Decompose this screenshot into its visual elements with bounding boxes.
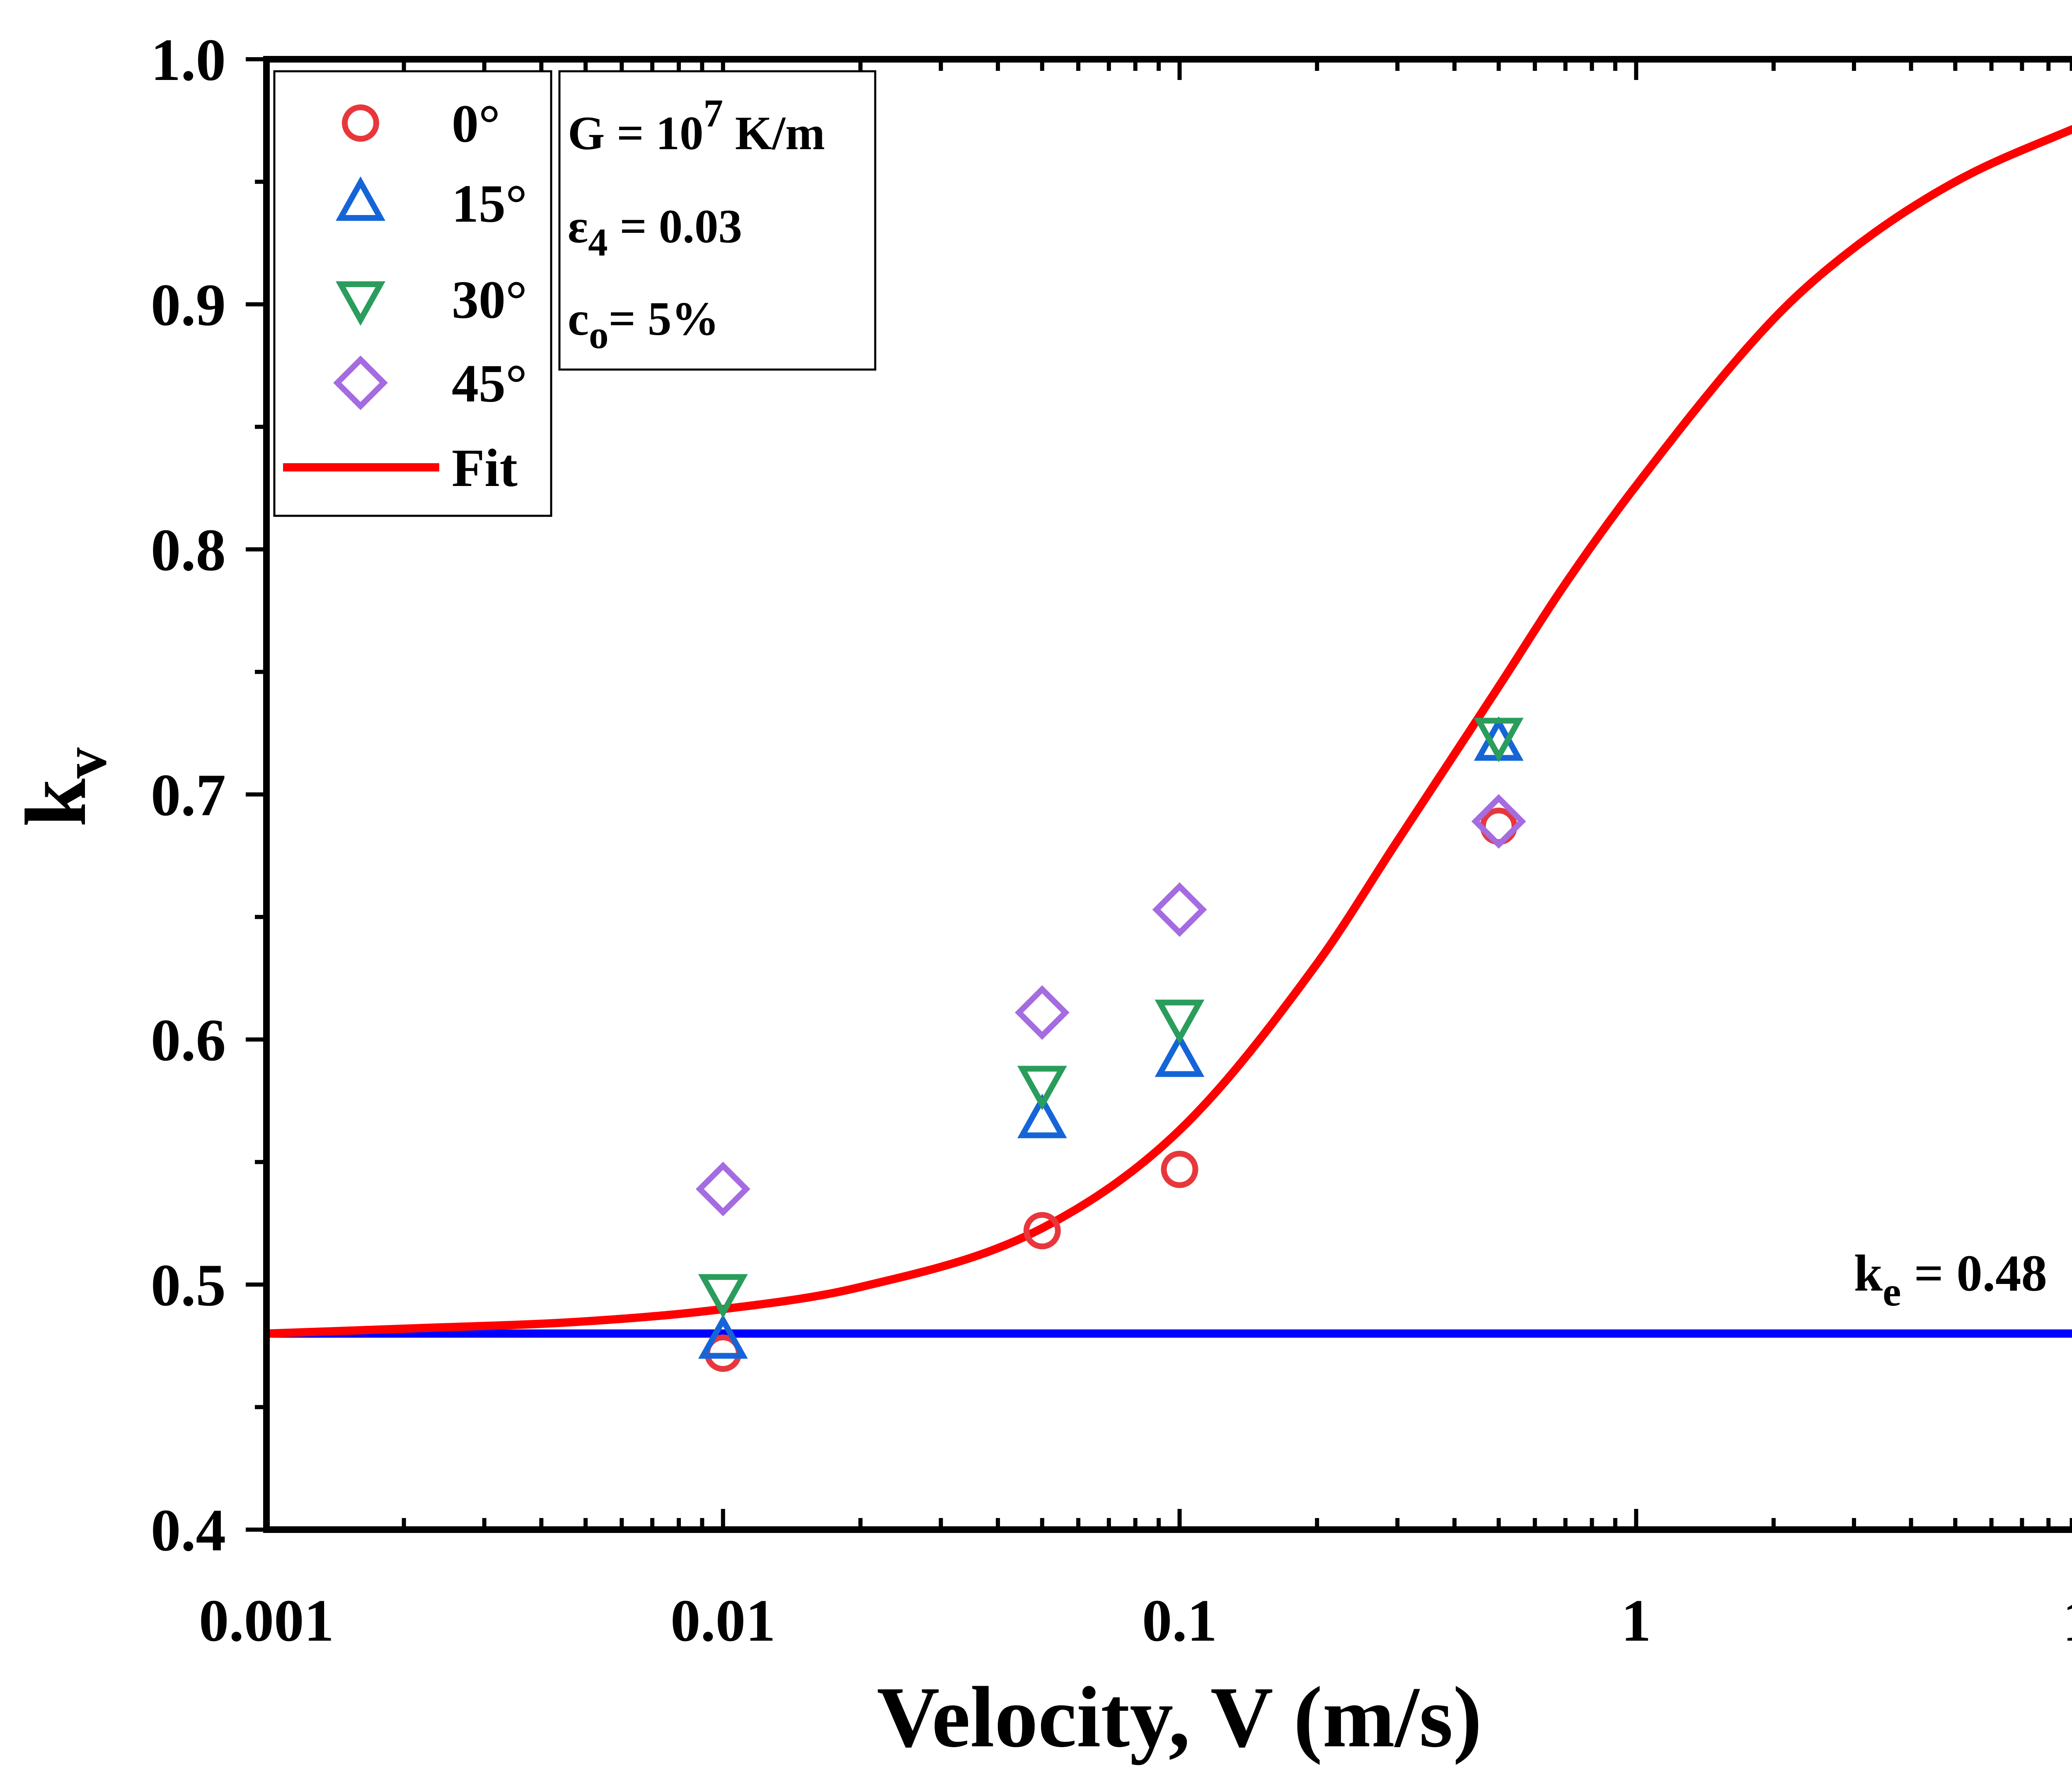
info-gradient-prefix: G = 10 (568, 107, 703, 160)
info-box: G = 107 K/m ε4 = 0.03 co= 5% (558, 70, 876, 371)
legend-label: 15° (452, 174, 527, 234)
info-gradient-exp: 7 (703, 91, 723, 135)
legend-marker-triangle-up (336, 176, 385, 221)
legend-marker-triangle-down (336, 281, 385, 326)
x-axis-title: Velocity, V (m/s) (877, 1669, 1482, 1765)
legend: 0° 15° 30° 45° Fit (273, 70, 552, 517)
data-point-circle (1161, 1151, 1198, 1188)
data-point-triangle-up (1017, 1093, 1067, 1139)
data-point-diamond (1471, 794, 1526, 849)
info-concentration: co= 5% (568, 293, 719, 357)
y-tick-label: 0.8 (151, 517, 226, 583)
legend-label: 30° (452, 270, 527, 330)
data-point-triangle-down (1474, 718, 1524, 762)
data-point-triangle-up (698, 1314, 748, 1359)
y-tick-label: 0.9 (151, 272, 226, 338)
info-anisotropy-rest: = 0.03 (608, 200, 742, 253)
data-point-diamond (695, 1161, 750, 1216)
y-tick-label: 1.0 (151, 27, 226, 93)
legend-label: Fit (452, 438, 518, 498)
ke-rest: = 0.48 (1901, 1245, 2047, 1302)
x-tick-label: 1 (1621, 1588, 1651, 1654)
info-concentration-sub: o (589, 313, 609, 357)
data-point-diamond (1152, 882, 1207, 937)
reference-line-label: ke = 0.48 (1854, 1245, 2047, 1315)
x-tick-label: 10 (2063, 1588, 2072, 1654)
fit-curve (266, 125, 2072, 1338)
legend-box (273, 70, 552, 517)
data-point-circle (1023, 1212, 1061, 1250)
y-tick-label: 0.6 (151, 1007, 226, 1073)
info-gradient-suffix: K/m (723, 107, 825, 160)
y-axis-title-main: k (8, 778, 104, 827)
y-tick-label: 0.4 (151, 1497, 226, 1564)
x-tick-label: 0.01 (670, 1588, 776, 1654)
plot-frame (263, 56, 2072, 1533)
legend-label: 0° (452, 94, 500, 154)
data-point-triangle-down (1155, 999, 1205, 1044)
y-axis-title: kv (8, 747, 119, 827)
y-tick-label: 0.7 (151, 762, 226, 829)
data-point-triangle-down (1017, 1066, 1067, 1110)
data-point-triangle-up (1155, 1032, 1205, 1077)
info-gradient: G = 107 K/m (568, 91, 825, 160)
info-anisotropy: ε4 = 0.03 (568, 200, 742, 264)
legend-items: 0° 15° 30° 45° Fit (283, 94, 527, 498)
legend-label: 45° (452, 354, 527, 413)
data-point-triangle-down (698, 1274, 748, 1319)
info-concentration-rest: = 5% (609, 293, 719, 345)
scatter-markers (695, 716, 1526, 1372)
x-tick-labels: 0.001 0.01 0.1 1 10 (199, 1588, 2072, 1654)
x-tick-label: 0.001 (199, 1588, 334, 1654)
ke-main: k (1854, 1245, 1883, 1302)
legend-marker-circle (342, 104, 379, 142)
x-tick-label: 0.1 (1142, 1588, 1217, 1654)
info-box-frame (558, 70, 876, 371)
y-tick-labels: 0.4 0.5 0.6 0.7 0.8 0.9 1.0 (151, 27, 226, 1564)
info-anisotropy-sub: 4 (588, 220, 608, 264)
info-anisotropy-main: ε (568, 200, 588, 253)
y-tick-label: 0.5 (151, 1252, 226, 1319)
data-point-diamond (1014, 985, 1070, 1040)
legend-marker-diamond (333, 355, 388, 410)
ke-sub: e (1883, 1269, 1901, 1315)
y-axis-title-sub: v (51, 747, 119, 778)
info-concentration-main: c (568, 293, 589, 345)
